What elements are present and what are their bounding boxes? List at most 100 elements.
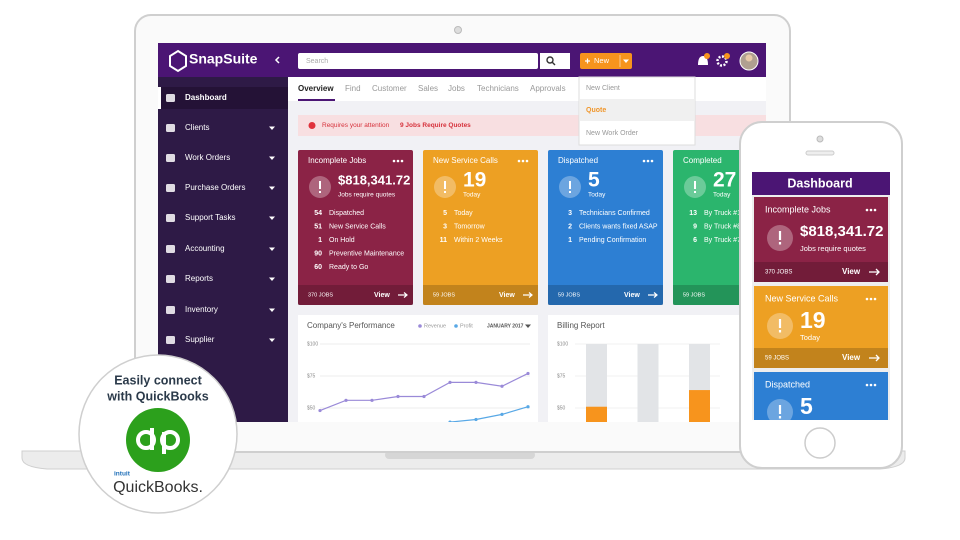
card-item-count: 13	[689, 210, 697, 217]
menu-dot	[865, 208, 869, 212]
card-item-label: By Truck #1	[704, 210, 741, 217]
card-item-label: On Hold	[329, 237, 355, 244]
panel	[298, 315, 538, 422]
data-point	[474, 380, 478, 384]
bar-total	[586, 344, 607, 422]
dropdown-item[interactable]: New Work Order	[586, 130, 639, 137]
card-caption: Today	[463, 192, 481, 199]
badge-headline: Easily connect	[114, 373, 202, 387]
tab[interactable]: Approvals	[530, 84, 566, 93]
tab[interactable]: Jobs	[448, 84, 465, 93]
caret	[525, 324, 531, 328]
arrow	[869, 268, 880, 276]
card-value: 5	[588, 169, 600, 192]
phone-card-value: 5	[800, 393, 813, 419]
card-item-label: Today	[454, 210, 473, 217]
card-item-count: 2	[568, 223, 572, 230]
card-view[interactable]: View	[374, 292, 390, 299]
bar-billed	[689, 390, 710, 422]
badge	[704, 53, 710, 59]
sidebar-item[interactable]: Purchase Orders	[185, 183, 245, 192]
caret	[269, 186, 275, 190]
caret	[269, 216, 275, 220]
card-item-label: By Truck #7	[704, 237, 741, 244]
gear-icon[interactable]	[716, 55, 728, 67]
card-title: Incomplete Jobs	[308, 156, 366, 165]
card-view[interactable]: View	[624, 292, 640, 299]
tab[interactable]: Sales	[418, 84, 438, 93]
stat-card	[298, 150, 413, 305]
sidebar-icon	[166, 306, 175, 314]
dropdown-item[interactable]: Quote	[586, 107, 606, 114]
qb-logo	[126, 408, 190, 472]
data-point	[474, 417, 478, 422]
card-jobs: 59 JOBS	[433, 292, 455, 298]
stat-card	[548, 150, 663, 305]
tab[interactable]: Technicians	[477, 84, 519, 93]
sidebar-icon	[166, 245, 175, 253]
sidebar-icon	[166, 214, 175, 222]
card-item-label: Ready to Go	[329, 264, 368, 271]
legend-marker	[418, 324, 422, 328]
new-button[interactable]	[580, 53, 632, 69]
phone-card-caption: Today	[800, 333, 820, 342]
menu-dot	[869, 208, 873, 212]
data-point	[344, 398, 348, 402]
y-tick-label: $50	[307, 405, 316, 411]
card-caption: Jobs require quotes	[338, 192, 396, 199]
phone-card-title: Incomplete Jobs	[765, 204, 831, 214]
card-value: 19	[463, 169, 486, 192]
tab[interactable]: Find	[345, 84, 361, 93]
card-view[interactable]: View	[842, 267, 861, 276]
card-item-count: 6	[693, 237, 697, 244]
card-item-count: 90	[314, 250, 322, 257]
collapse-icon[interactable]	[274, 56, 280, 64]
menu-dot	[873, 208, 877, 212]
phone-card-title: Dispatched	[765, 379, 810, 389]
sidebar-item[interactable]: Supplier	[185, 335, 215, 344]
tab[interactable]: Overview	[298, 84, 334, 93]
sidebar-marker	[158, 87, 161, 109]
new-button-label: New	[594, 56, 610, 65]
tab[interactable]: Customer	[372, 84, 407, 93]
alert-link[interactable]: 9 Jobs Require Quotes	[400, 122, 471, 129]
sidebar-item[interactable]: Support Tasks	[185, 213, 236, 222]
card-item-count: 60	[314, 264, 322, 271]
menu-dot	[650, 159, 654, 163]
sidebar-icon	[166, 336, 175, 344]
menu-dot	[517, 159, 521, 163]
card-jobs: 59 JOBS	[558, 292, 580, 298]
phone-home-button[interactable]	[804, 427, 836, 459]
phone-card-value: 19	[800, 307, 826, 333]
bar-billed	[586, 406, 607, 422]
dropdown-item[interactable]: New Client	[586, 85, 620, 92]
card-item-label: New Service Calls	[329, 223, 386, 230]
sidebar-item[interactable]: Dashboard	[185, 93, 227, 102]
card-item-label: Pending Confirmation	[579, 237, 646, 244]
card-view[interactable]: View	[499, 292, 515, 299]
menu-dot	[865, 383, 869, 387]
panel-title: Billing Report	[557, 321, 605, 330]
card-jobs: 370 JOBS	[765, 270, 792, 276]
sidebar-icon	[166, 275, 175, 283]
search-button[interactable]	[540, 53, 570, 69]
card-view[interactable]: View	[842, 353, 861, 362]
search-icon	[551, 61, 556, 66]
search-icon	[546, 56, 554, 64]
card-footer	[548, 285, 663, 305]
sidebar-item[interactable]: Reports	[185, 274, 213, 283]
data-point	[526, 405, 530, 409]
badge	[724, 53, 730, 59]
series-line	[449, 406, 529, 422]
brand: QuickBooks.	[113, 479, 203, 496]
sidebar-item[interactable]: Accounting	[185, 244, 225, 253]
period-select[interactable]: JANUARY 2017	[487, 323, 524, 329]
search-box[interactable]	[298, 53, 538, 69]
sidebar-item[interactable]: Inventory	[185, 305, 218, 314]
card-item-count: 5	[443, 210, 447, 217]
menu-dot	[873, 297, 877, 301]
sidebar-item[interactable]: Work Orders	[185, 153, 230, 162]
sidebar-item[interactable]: Clients	[185, 123, 209, 132]
card-item-label: Tomorrow	[454, 223, 486, 230]
card-item-label: Preventive Maintenance	[329, 250, 404, 257]
